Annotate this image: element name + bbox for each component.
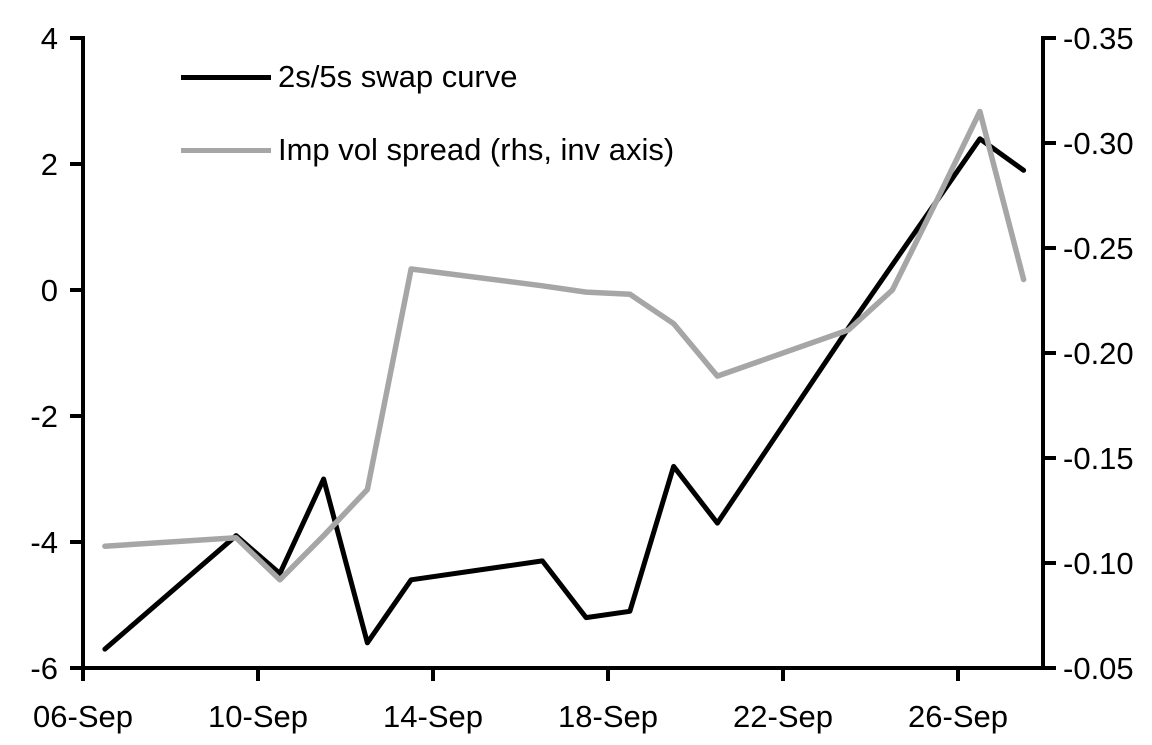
legend-line-imp-vol-spread (181, 147, 271, 153)
left-axis-tick-label: -2 (30, 399, 58, 434)
left-axis-tick-label: -6 (30, 651, 58, 686)
legend-item-swap-curve: 2s/5s swap curve (181, 59, 674, 95)
left-axis-tick-label: -4 (30, 525, 58, 560)
x-axis-tick-label: 10-Sep (208, 699, 308, 734)
right-axis-tick-label: -0.15 (1063, 441, 1134, 476)
legend-label-swap-curve: 2s/5s swap curve (278, 59, 518, 94)
legend-label-imp-vol-spread: Imp vol spread (rhs, inv axis) (278, 132, 675, 167)
left-axis-tick-label: 0 (41, 273, 58, 308)
right-axis-tick-label: -0.25 (1063, 231, 1134, 266)
legend-item-imp-vol-spread: Imp vol spread (rhs, inv axis) (181, 132, 674, 168)
right-axis-tick-label: -0.30 (1063, 126, 1134, 161)
chart-legend: 2s/5s swap curve Imp vol spread (rhs, in… (181, 59, 674, 168)
series-line-swap-curve (102, 136, 1027, 652)
right-axis-tick-label: -0.20 (1063, 336, 1134, 371)
x-axis-tick-label: 26-Sep (908, 699, 1008, 734)
right-axis-tick-label: -0.05 (1063, 651, 1134, 686)
legend-line-swap-curve (181, 74, 271, 80)
left-axis-tick-label: 4 (41, 21, 58, 56)
right-axis-tick-label: -0.10 (1063, 546, 1134, 581)
x-axis-tick-label: 06-Sep (33, 699, 133, 734)
x-axis-tick-label: 18-Sep (558, 699, 658, 734)
x-axis-tick-label: 22-Sep (733, 699, 833, 734)
series-line-imp-vol-spread (102, 108, 1027, 583)
left-axis-tick-label: 2 (41, 147, 58, 182)
right-axis-tick-label: -0.35 (1063, 21, 1134, 56)
x-axis-tick-label: 14-Sep (383, 699, 483, 734)
